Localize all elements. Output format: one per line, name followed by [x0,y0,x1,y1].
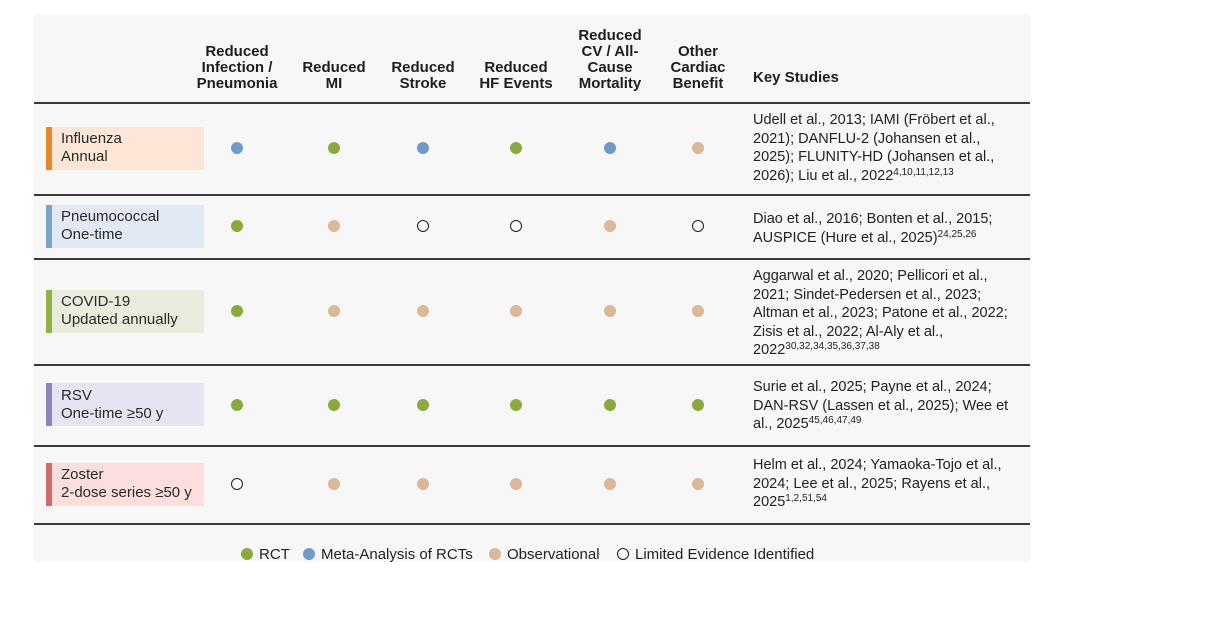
legend-dot-rct [241,548,253,560]
evidence-dot-obs [328,478,340,490]
reference-numbers: 1,2,51,54 [785,493,827,504]
row-divider [34,364,1030,366]
legend-item: Meta-Analysis of RCTs [303,545,473,563]
legend: RCT Meta-Analysis of RCTs Observational Lim… [0,545,1218,563]
legend-dot-meta [303,548,315,560]
vaccine-color-bar [46,383,52,426]
vaccine-schedule: One-time [61,226,123,243]
evidence-dot-limited [692,220,704,232]
key-studies-cell: Surie et al., 2025; Payne et al., 2024; … [753,378,1025,434]
column-header: Reduced Stroke [391,59,455,92]
evidence-dot-rct [328,142,340,154]
key-studies-cell: Helm et al., 2024; Yamaoka-Tojo et al., … [753,456,1025,512]
vaccine-label: Pneumococcal One-time [46,204,204,248]
vaccine-schedule: Updated annually [61,311,178,328]
evidence-dot-obs [328,305,340,317]
evidence-dot-rct [417,398,429,411]
reference-numbers: 45,46,47,49 [808,415,862,426]
row-divider [34,258,1030,260]
legend-label: Meta-Analysis of RCTs [321,545,473,563]
evidence-dot-obs [417,478,429,490]
vaccine-schedule: Annual [61,148,108,165]
column-header: Reduced Infection / Pneumonia [196,43,278,92]
row-divider [34,445,1030,447]
evidence-dot-rct [510,142,522,154]
row-divider [34,523,1030,525]
evidence-dot-obs [604,305,616,317]
key-studies-text: Aggarwal et al., 2020; Pellicori et al.,… [753,268,1008,358]
vaccine-label: RSV One-time ≥50 y [46,383,204,426]
reference-numbers: 24,25,26 [937,228,977,240]
evidence-dot-obs [692,142,704,154]
reference-numbers: 30,32,34,35,36,37,38 [785,341,880,352]
evidence-dot-limited [510,220,522,232]
evidence-dot-rct [604,398,616,411]
vaccine-label: COVID-19 Updated annually [46,289,204,333]
evidence-dot-obs [604,220,616,232]
evidence-dot-rct [231,398,243,411]
evidence-dot-obs [510,305,522,317]
evidence-dot-rct [231,220,243,232]
vaccine-name: COVID-19 [61,293,131,310]
vaccine-color-bar [46,289,52,333]
legend-dot-obs [489,548,501,560]
evidence-dot-meta [231,142,243,154]
evidence-dot-obs [328,220,340,232]
vaccine-label: Zoster 2-dose series ≥50 y [46,462,204,506]
legend-item: Limited Evidence Identified [617,545,814,563]
vaccine-name: Zoster [61,466,104,483]
key-studies-header: Key Studies [753,69,839,86]
evidence-dot-obs [692,305,704,317]
evidence-dot-meta [604,142,616,154]
legend-dot-limited [617,548,629,560]
vaccine-label: Influenza Annual [46,126,204,170]
key-studies-text: Udell et al., 2013; IAMI (Fröbert et al.… [753,112,995,184]
vaccine-name: Pneumococcal [61,208,160,225]
evidence-dot-rct [328,398,340,411]
legend-item: RCT [241,545,290,563]
key-studies-text: Diao et al., 2016; Bonten et al., 2015; … [753,211,993,246]
legend-label: Observational [507,545,600,563]
key-studies-text: Surie et al., 2025; Payne et al., 2024; … [753,379,1009,432]
evidence-dot-rct [510,398,522,411]
column-header: Reduced CV / All- Cause Mortality [578,27,642,92]
key-studies-cell: Aggarwal et al., 2020; Pellicori et al.,… [753,267,1025,360]
vaccine-schedule: One-time ≥50 y [61,404,164,422]
evidence-dot-obs [417,305,429,317]
legend-label: RCT [259,545,290,563]
evidence-dot-limited [231,478,243,490]
vaccine-schedule: 2-dose series ≥50 y [61,484,192,501]
vaccine-color-bar [46,462,52,506]
vaccine-name: Influenza [61,130,122,147]
vaccine-color-bar [46,126,52,170]
row-divider [34,194,1030,196]
legend-label: Limited Evidence Identified [635,545,815,563]
column-header: Reduced MI [302,59,366,92]
row-divider [34,102,1030,104]
key-studies-cell: Udell et al., 2013; IAMI (Fröbert et al.… [753,111,1025,185]
evidence-dot-rct [231,305,243,317]
vaccine-name: RSV [61,386,92,404]
vaccine-color-bar [46,204,52,248]
reference-numbers: 4,10,11,12,13 [893,166,954,178]
key-studies-cell: Diao et al., 2016; Bonten et al., 2015; … [753,210,1025,247]
evidence-dot-obs [604,478,616,490]
legend-item: Observational [489,545,600,563]
evidence-dot-obs [692,478,704,490]
evidence-dot-obs [510,478,522,490]
key-studies-text: Helm et al., 2024; Yamaoka-Tojo et al., … [753,457,1002,510]
column-header: Other Cardiac Benefit [670,43,726,92]
column-header: Reduced HF Events [479,59,553,92]
evidence-dot-rct [692,398,704,411]
evidence-dot-meta [417,142,429,154]
evidence-dot-limited [417,220,429,232]
